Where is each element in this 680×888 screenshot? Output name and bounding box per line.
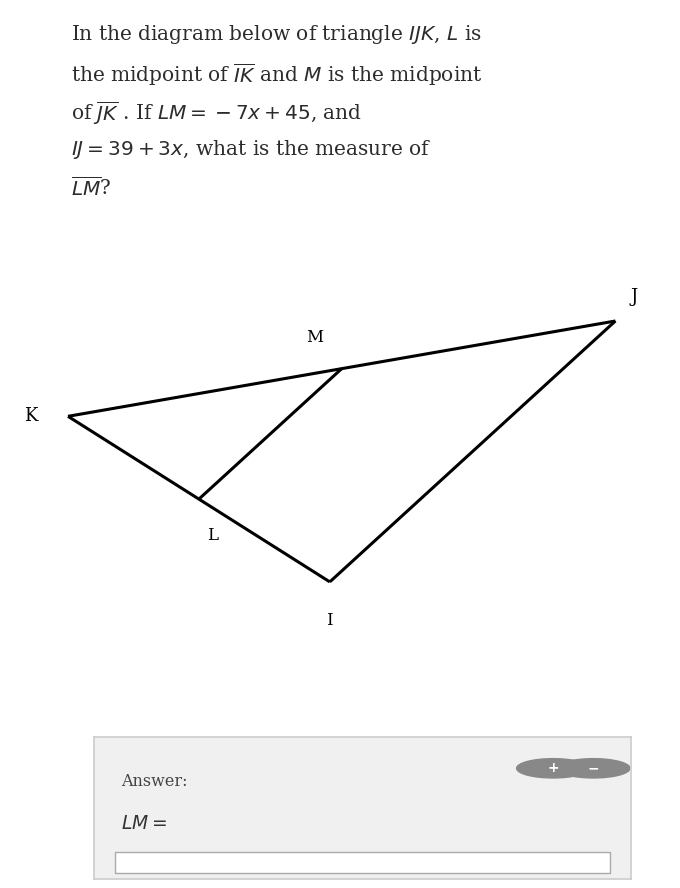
Circle shape xyxy=(557,758,630,778)
Text: J: J xyxy=(630,288,638,306)
Text: $IJ = 39 + 3x$, what is the measure of: $IJ = 39 + 3x$, what is the measure of xyxy=(71,138,432,161)
Circle shape xyxy=(517,758,590,778)
Text: L: L xyxy=(207,527,218,543)
Text: $\overline{LM}$?: $\overline{LM}$? xyxy=(71,176,112,200)
Text: −: − xyxy=(588,761,599,775)
Text: of $\overline{JK}$ . If $LM = -7x + 45$, and: of $\overline{JK}$ . If $LM = -7x + 45$,… xyxy=(71,99,362,127)
Text: I: I xyxy=(326,612,333,629)
Text: K: K xyxy=(24,408,37,425)
Text: In the diagram below of triangle $IJK$, $L$ is: In the diagram below of triangle $IJK$, … xyxy=(71,23,482,46)
FancyBboxPatch shape xyxy=(116,852,609,874)
Text: the midpoint of $\overline{IK}$ and $M$ is the midpoint: the midpoint of $\overline{IK}$ and $M$ … xyxy=(71,61,483,88)
Text: M: M xyxy=(306,329,323,346)
Text: Answer:: Answer: xyxy=(121,773,187,789)
Text: +: + xyxy=(547,761,559,775)
Text: $LM =$: $LM =$ xyxy=(121,815,167,833)
